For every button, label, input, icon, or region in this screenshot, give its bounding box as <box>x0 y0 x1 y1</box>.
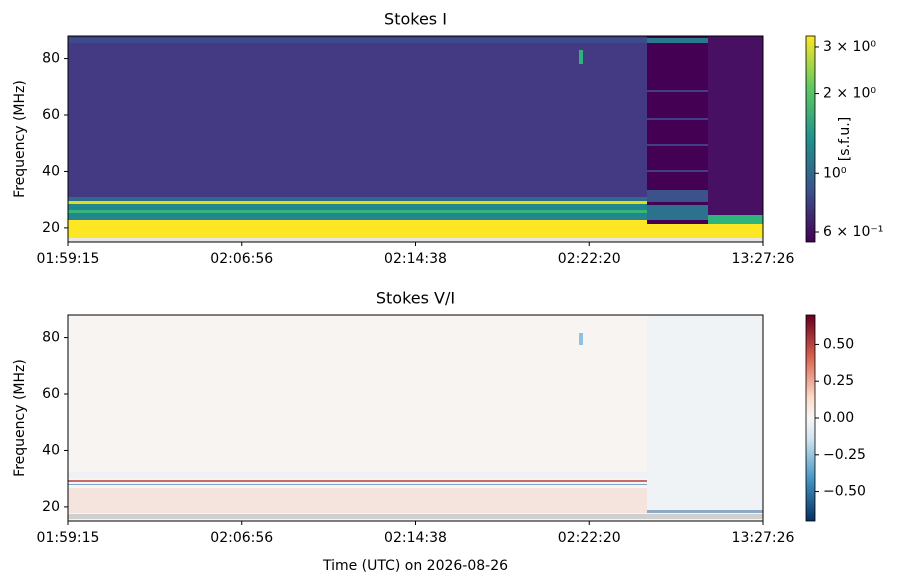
y-axis-label: Frequency (MHz) <box>12 80 28 198</box>
x-tick-label: 13:27:26 <box>732 530 795 546</box>
y-tick-label: 20 <box>42 220 60 236</box>
colorbar-tick-label: 2 × 10⁰ <box>823 86 876 102</box>
colorbar-tick-label: −0.50 <box>823 484 866 500</box>
x-tick-label: 02:06:56 <box>210 530 273 546</box>
x-tick-label: 02:22:20 <box>558 530 621 546</box>
y-tick-label: 40 <box>42 163 60 179</box>
x-tick-label: 13:27:26 <box>732 251 795 267</box>
colorbar-label: [s.f.u.] <box>837 117 853 161</box>
x-tick-label: 02:06:56 <box>210 251 273 267</box>
y-tick-label: 60 <box>42 386 60 402</box>
colorbar <box>805 35 816 243</box>
colorbar-tick-label: −0.25 <box>823 447 866 463</box>
x-tick-label: 02:14:38 <box>384 530 447 546</box>
x-axis-label: Time (UTC) on 2026-08-26 <box>322 558 508 574</box>
colorbar-tick-label: 0.25 <box>823 373 854 389</box>
y-tick-label: 40 <box>42 442 60 458</box>
y-tick-label: 80 <box>42 330 60 346</box>
colorbar-tick-label: 3 × 10⁰ <box>823 39 876 55</box>
spectrogram-i <box>68 36 763 242</box>
colorbar-tick-label: 6 × 10⁻¹ <box>823 224 883 240</box>
y-tick-label: 20 <box>42 499 60 515</box>
y-tick-label: 80 <box>42 51 60 67</box>
y-tick-label: 60 <box>42 107 60 123</box>
y-axis-label: Frequency (MHz) <box>12 359 28 477</box>
x-tick-label: 02:22:20 <box>558 251 621 267</box>
x-tick-label: 01:59:15 <box>37 530 100 546</box>
colorbar-tick-label: 10⁰ <box>823 165 847 181</box>
chart-title: Stokes I <box>384 10 447 29</box>
colorbar-tick-label: 0.00 <box>823 410 854 426</box>
colorbar <box>805 314 816 522</box>
chart-title: Stokes V/I <box>376 289 455 308</box>
x-tick-label: 01:59:15 <box>37 251 100 267</box>
colorbar-tick-label: 0.50 <box>823 336 854 352</box>
spectrogram-v <box>68 315 763 521</box>
x-tick-label: 02:14:38 <box>384 251 447 267</box>
